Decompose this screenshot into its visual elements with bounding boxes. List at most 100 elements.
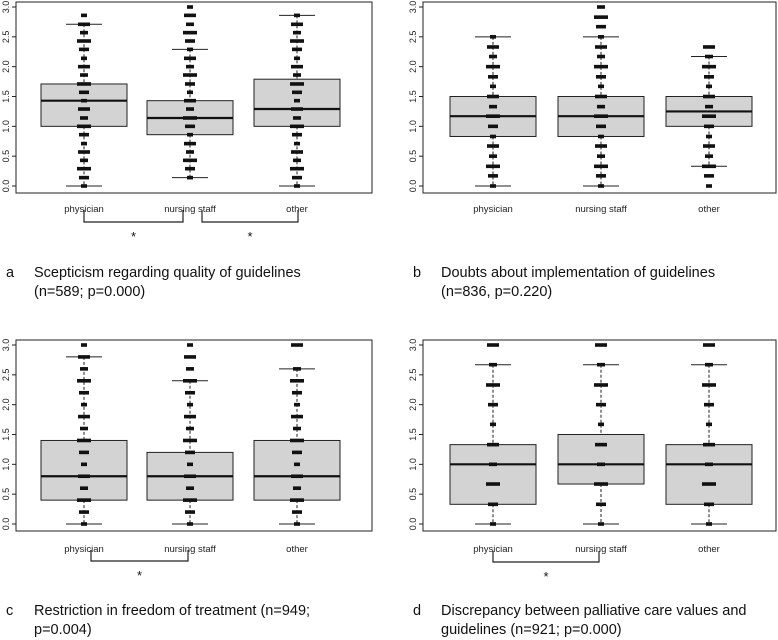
data-point bbox=[704, 402, 714, 407]
data-point bbox=[184, 474, 196, 479]
caption-line: Restriction in freedom of treatment (n=9… bbox=[34, 603, 311, 619]
data-point bbox=[187, 402, 193, 407]
data-point bbox=[81, 141, 87, 146]
x-tick-label: other bbox=[698, 204, 720, 215]
data-point bbox=[291, 414, 303, 419]
data-point bbox=[183, 73, 197, 77]
data-point bbox=[705, 154, 713, 158]
caption-line: Doubts about implementation of guideline… bbox=[441, 265, 716, 281]
data-point bbox=[598, 522, 604, 526]
x-tick-label: physician bbox=[64, 544, 104, 555]
significance-bracket bbox=[492, 551, 600, 563]
data-point bbox=[293, 73, 301, 77]
data-point bbox=[183, 379, 197, 383]
significance-bracket bbox=[201, 210, 299, 223]
data-point bbox=[703, 442, 715, 447]
data-point bbox=[293, 30, 301, 35]
data-point bbox=[486, 64, 500, 69]
data-point bbox=[293, 486, 301, 490]
caption-letter: c bbox=[6, 603, 14, 619]
data-point bbox=[702, 114, 716, 118]
data-point bbox=[487, 442, 499, 447]
data-point bbox=[706, 422, 712, 427]
data-point bbox=[489, 462, 497, 467]
data-point bbox=[184, 98, 196, 103]
data-point bbox=[79, 132, 89, 137]
y-tick-label: 1.0 bbox=[408, 120, 418, 133]
x-tick-label: nursing staff bbox=[575, 204, 627, 215]
data-point bbox=[292, 47, 302, 52]
data-point bbox=[487, 94, 499, 99]
data-point bbox=[183, 30, 197, 35]
data-point bbox=[596, 502, 606, 507]
data-point bbox=[706, 84, 712, 89]
data-point bbox=[490, 422, 496, 427]
data-point bbox=[81, 184, 87, 188]
data-point bbox=[293, 116, 301, 120]
data-point bbox=[187, 47, 193, 52]
data-point bbox=[186, 367, 194, 371]
significance-asterisk: * bbox=[131, 229, 136, 244]
y-tick-label: 3.0 bbox=[408, 339, 418, 352]
data-point bbox=[78, 474, 90, 479]
y-tick-label: 1.5 bbox=[1, 428, 11, 441]
data-point bbox=[292, 390, 302, 395]
data-point bbox=[185, 510, 195, 514]
data-point bbox=[487, 45, 499, 49]
data-point bbox=[596, 402, 606, 407]
data-point bbox=[186, 107, 194, 111]
box-iqr bbox=[557, 434, 645, 485]
data-point bbox=[598, 84, 604, 89]
data-point bbox=[490, 184, 496, 188]
data-point bbox=[292, 175, 302, 180]
data-point bbox=[81, 343, 87, 347]
data-point bbox=[187, 132, 193, 137]
x-tick-label: nursing staff bbox=[164, 204, 216, 215]
data-point bbox=[705, 462, 713, 467]
data-point bbox=[294, 141, 300, 146]
y-tick-label: 1.5 bbox=[1, 90, 11, 103]
data-point bbox=[185, 82, 195, 86]
data-point bbox=[490, 84, 496, 89]
data-point bbox=[490, 35, 496, 39]
caption-line: p=0.004) bbox=[34, 622, 92, 638]
data-point bbox=[595, 442, 607, 447]
data-point bbox=[294, 13, 300, 18]
data-point bbox=[186, 426, 194, 431]
data-point bbox=[489, 362, 497, 367]
caption-letter: a bbox=[6, 265, 15, 281]
data-point bbox=[596, 75, 606, 79]
data-point bbox=[703, 144, 715, 148]
data-point bbox=[598, 35, 604, 39]
data-point bbox=[490, 134, 496, 139]
data-point bbox=[702, 64, 716, 69]
data-point bbox=[186, 486, 194, 490]
x-tick-label: nursing staff bbox=[575, 544, 627, 555]
data-point bbox=[291, 474, 303, 479]
data-point bbox=[81, 462, 87, 467]
data-point bbox=[594, 15, 608, 19]
caption-line: guidelines (n=921; p=0.000) bbox=[441, 622, 622, 638]
data-point bbox=[184, 13, 196, 18]
data-point bbox=[183, 498, 197, 502]
data-point bbox=[489, 154, 497, 158]
data-point bbox=[293, 158, 301, 163]
significance-asterisk: * bbox=[247, 229, 252, 244]
data-point bbox=[291, 64, 303, 69]
data-point bbox=[595, 144, 607, 148]
significance-asterisk: * bbox=[543, 569, 548, 584]
significance-bracket bbox=[83, 210, 184, 223]
data-point bbox=[187, 462, 193, 467]
data-point bbox=[489, 104, 497, 109]
data-point bbox=[294, 402, 300, 407]
data-point bbox=[703, 45, 715, 49]
data-point bbox=[596, 124, 606, 129]
data-point bbox=[81, 402, 87, 407]
data-point bbox=[596, 174, 606, 178]
data-point bbox=[77, 39, 91, 43]
data-point bbox=[597, 104, 605, 109]
data-point bbox=[596, 24, 606, 29]
data-point bbox=[81, 98, 87, 103]
box-iqr bbox=[253, 439, 341, 501]
